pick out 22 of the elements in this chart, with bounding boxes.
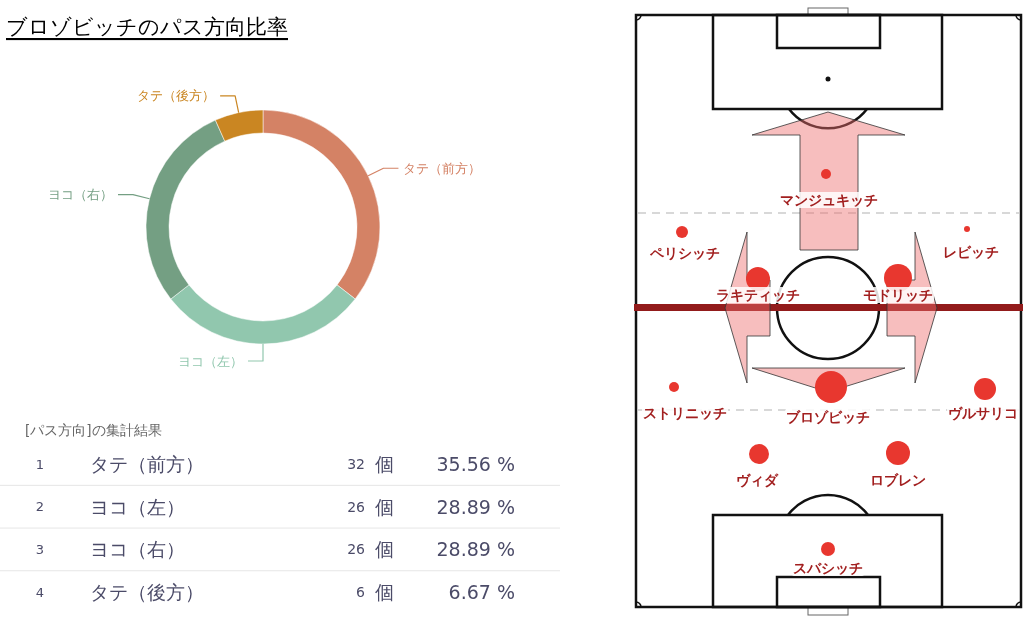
table-cell: タテ（前方） xyxy=(90,453,204,475)
table-cell: ヨコ（右） xyxy=(90,538,185,561)
table-cell: 26 xyxy=(347,541,365,558)
table-cell: 個 xyxy=(375,538,394,561)
table-cell: ヨコ（左） xyxy=(90,495,185,518)
table-cell: 2 xyxy=(35,499,45,515)
table-cell: 35.56 % xyxy=(436,453,515,475)
table-cell: 26 xyxy=(347,498,365,515)
table-cell: 28.89 % xyxy=(436,538,515,561)
table-cell: 個 xyxy=(375,453,394,475)
title: ブロゾビッチのパス方向比率 xyxy=(6,15,288,39)
table-cell: 6 xyxy=(356,584,365,601)
table-cell: 個 xyxy=(375,495,394,518)
table-title: [パス方向]の集計結果 xyxy=(25,422,162,438)
table-cell: 1 xyxy=(35,456,45,472)
table-cell: 6.67 % xyxy=(448,581,515,604)
table-cell: 4 xyxy=(35,584,45,600)
table-cell: 個 xyxy=(375,581,394,604)
table-cell: 32 xyxy=(347,456,365,472)
table-cell: タテ（後方） xyxy=(90,581,204,604)
table-cell: 28.89 % xyxy=(436,495,515,518)
table-cell: 3 xyxy=(35,541,45,557)
